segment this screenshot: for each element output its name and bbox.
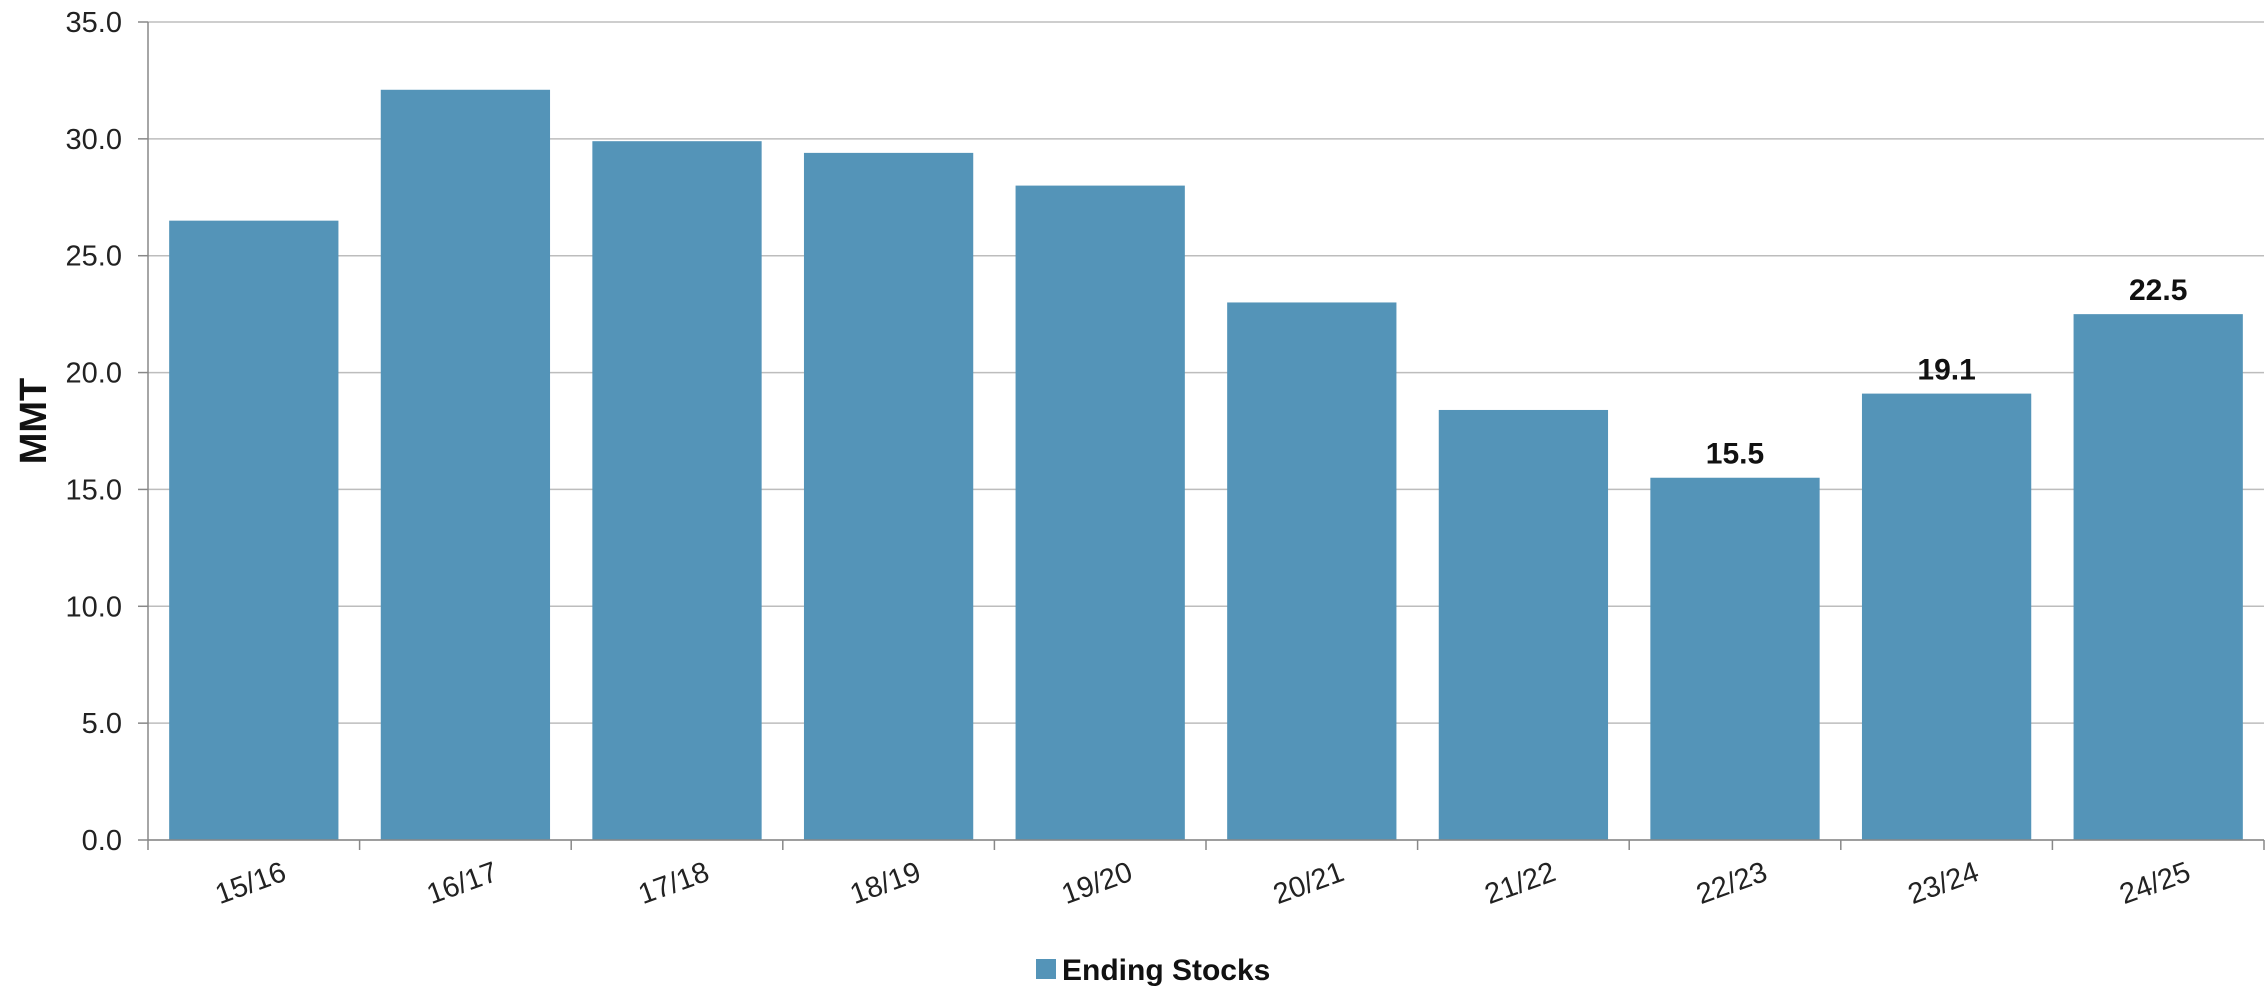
x-tick-label: 17/18 bbox=[634, 856, 713, 911]
y-tick-label: 0.0 bbox=[82, 825, 122, 857]
x-tick-label: 15/16 bbox=[211, 856, 290, 911]
x-tick-label: 23/24 bbox=[1904, 856, 1983, 911]
legend-label-ending-stocks: Ending Stocks bbox=[1062, 954, 1270, 987]
bar-15-16 bbox=[169, 220, 339, 840]
bar-17-18 bbox=[592, 141, 762, 841]
bar-22-23 bbox=[1650, 477, 1820, 840]
y-tick-label: 10.0 bbox=[66, 591, 122, 623]
y-tick-labels: 0.0 5.0 10.0 15.0 20.0 25.0 30.0 35.0 bbox=[66, 7, 122, 857]
bar-20-21 bbox=[1227, 302, 1397, 840]
bar-16-17 bbox=[380, 89, 551, 840]
bar-18-19 bbox=[803, 152, 974, 840]
x-tick-labels: 15/16 16/17 17/18 18/19 19/20 20/21 21/22 22/23… bbox=[211, 856, 2195, 911]
x-tick-label: 21/22 bbox=[1481, 856, 1560, 911]
bar-19-20 bbox=[1015, 185, 1185, 841]
x-tick-label: 24/25 bbox=[2116, 856, 2195, 911]
y-axis-title: MMT bbox=[13, 378, 55, 465]
y-tick-label: 5.0 bbox=[82, 708, 122, 740]
y-tick-label: 15.0 bbox=[66, 474, 122, 506]
y-tick-label: 35.0 bbox=[66, 7, 122, 39]
x-tick-label: 16/17 bbox=[423, 856, 502, 911]
x-tick-label: 18/19 bbox=[846, 856, 925, 911]
data-label-23-24: 19.1 bbox=[1917, 354, 1975, 387]
data-label-24-25: 22.5 bbox=[2129, 274, 2187, 307]
bar-23-24 bbox=[1861, 393, 2032, 840]
legend-swatch bbox=[1036, 959, 1056, 979]
x-tick-label: 20/21 bbox=[1269, 856, 1348, 911]
bar-21-22 bbox=[1438, 409, 1609, 840]
data-label-22-23: 15.5 bbox=[1706, 438, 1764, 471]
legend: Ending Stocks bbox=[1036, 954, 1270, 987]
x-tick-label: 19/20 bbox=[1058, 856, 1137, 911]
axes bbox=[147, 22, 2265, 850]
y-tick-label: 25.0 bbox=[66, 241, 122, 273]
data-labels: 15.5 19.1 22.5 bbox=[1706, 274, 2188, 471]
x-tick-label: 22/23 bbox=[1692, 856, 1771, 911]
y-tick-label: 20.0 bbox=[66, 358, 122, 390]
y-tick-label: 30.0 bbox=[66, 124, 122, 156]
bars bbox=[169, 89, 2243, 841]
bar-24-25 bbox=[2073, 314, 2243, 841]
